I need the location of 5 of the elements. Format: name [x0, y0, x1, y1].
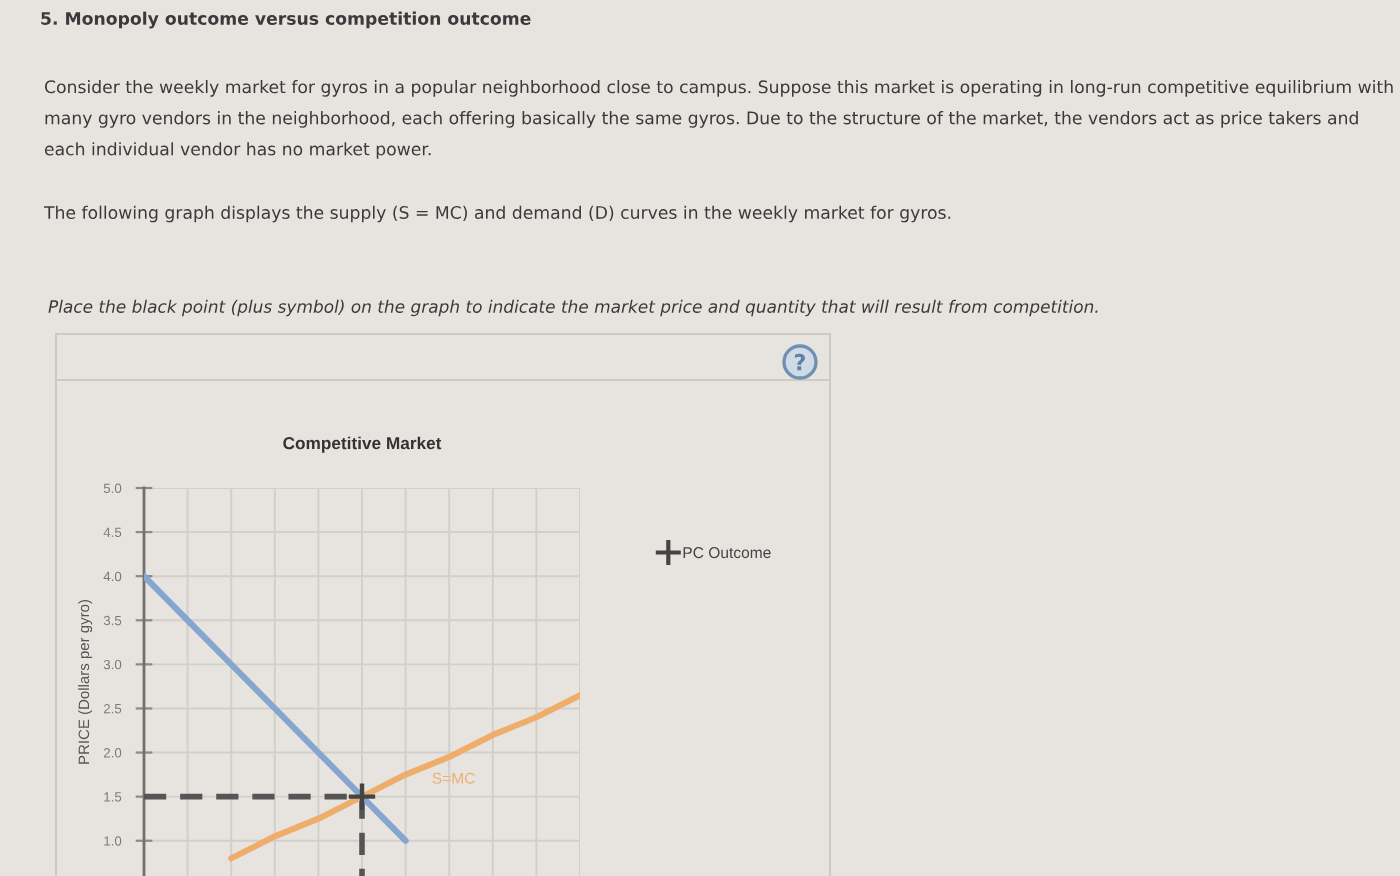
chart-title: Competitive Market: [283, 436, 442, 453]
text: The following graph displays the supply (S = MC) and demand (D) curves in the weekly market for gyros.: [43, 205, 951, 223]
text: Consider the weekly market for gyros in a popular neighborhood close to campus. Suppose this market is operating in long-run competitive equilibrium with many gyro vendors in the neighborhood, each offering basically the same gyros. Due to the structure of the market, the vendors act as price takers and each individual vendor has no market power.: [44, 80, 1393, 159]
text: Place the black point (plus symbol) on the graph to indicate the market price and quantity that will result from competition.: [48, 299, 1098, 317]
text: 5. Monopoly outcome versus competition outcome: [41, 11, 531, 29]
